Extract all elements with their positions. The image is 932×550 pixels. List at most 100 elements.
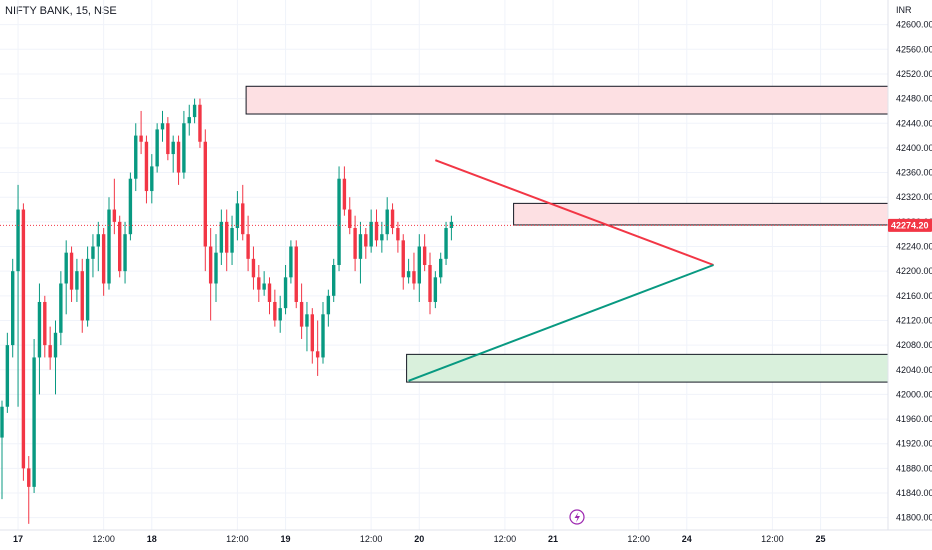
- candle-body: [5, 345, 10, 407]
- x-tick-label: 12:00: [627, 534, 650, 544]
- x-tick-label: 20: [414, 534, 424, 544]
- resistance-zone[interactable]: [513, 202, 889, 226]
- candle-body: [262, 283, 266, 290]
- candle-body: [374, 221, 379, 241]
- candle-body: [176, 141, 181, 173]
- candle-body: [364, 234, 368, 247]
- candle-body: [278, 308, 282, 321]
- candle-body: [198, 104, 202, 142]
- candle-body: [358, 234, 363, 259]
- symbol-title: NIFTY BANK, 15, NSE: [5, 5, 117, 17]
- candle-body: [75, 271, 79, 290]
- candle-body: [439, 258, 443, 278]
- candle-body: [396, 228, 400, 241]
- candle-body: [225, 221, 229, 253]
- y-tick-label: 42560.00: [896, 44, 932, 54]
- candle-body: [208, 246, 213, 284]
- x-tick-label: 12:00: [92, 534, 115, 544]
- candle-body: [85, 258, 90, 321]
- candle-body: [348, 209, 352, 229]
- candle-body: [406, 271, 411, 278]
- candle-body: [150, 166, 154, 192]
- candle-body: [16, 209, 20, 272]
- candle-body: [187, 117, 191, 124]
- y-tick-label: 41920.00: [896, 439, 932, 449]
- candle-body: [390, 209, 395, 229]
- candle-body: [321, 314, 325, 358]
- y-tick-label: 41880.00: [896, 463, 932, 473]
- candle-body: [337, 178, 341, 265]
- y-tick-label: 42520.00: [896, 69, 932, 79]
- candle-body: [64, 252, 68, 284]
- candle-body: [342, 178, 347, 210]
- candle-body: [128, 178, 133, 235]
- candle-body: [422, 246, 427, 265]
- y-tick-label: 42200.00: [896, 266, 932, 276]
- candle-body: [433, 277, 438, 302]
- candle-body: [139, 135, 143, 142]
- candle-body: [160, 123, 165, 130]
- y-tick-label: 42480.00: [896, 94, 932, 104]
- candle-body: [401, 240, 405, 278]
- candle-body: [283, 277, 288, 309]
- x-tick-label: 21: [548, 534, 558, 544]
- y-tick-label: 41960.00: [896, 414, 932, 424]
- y-tick-label: 42240.00: [896, 242, 932, 252]
- y-axis: 42600.00 42560.00 42520.00 42480.00 42440.00…: [887, 0, 932, 530]
- candle-body: [118, 221, 122, 272]
- x-tick-label: 19: [281, 534, 291, 544]
- trendlines: [408, 159, 714, 382]
- candle-body: [310, 314, 314, 352]
- candle-body: [155, 129, 159, 167]
- candle-body: [21, 209, 26, 469]
- x-tick-label: 17: [13, 534, 23, 544]
- candle-body: [326, 295, 331, 315]
- resistance-zone[interactable]: [245, 85, 889, 115]
- candle-body: [412, 271, 416, 284]
- last-price-tag: 42274.20: [888, 218, 932, 232]
- x-tick-label: 12:00: [226, 534, 249, 544]
- x-axis: 17 12:00 18 12:00 19 12:00 20 12:00 21 12:00 24 12:…: [0, 529, 932, 544]
- candle-body: [230, 228, 234, 253]
- candle-body: [80, 271, 84, 321]
- support-zone[interactable]: [406, 353, 889, 383]
- candle-body: [369, 221, 373, 247]
- y-tick-label: 42440.00: [896, 118, 932, 128]
- candle-body: [267, 283, 272, 302]
- candle-body: [43, 301, 47, 346]
- candle-body: [353, 228, 357, 259]
- candle-body: [69, 252, 74, 290]
- candle-body: [428, 265, 432, 302]
- x-tick-label: 12:00: [761, 534, 784, 544]
- triangle-lower-line[interactable]: [408, 264, 714, 382]
- candle-body: [37, 301, 42, 358]
- candle-body: [59, 283, 63, 333]
- candle-body: [48, 345, 52, 358]
- candle-body: [257, 277, 261, 290]
- last-price-label: 42274.20: [891, 220, 929, 230]
- candle-body: [91, 246, 95, 259]
- candle-body: [385, 209, 389, 235]
- candle-body: [171, 141, 175, 155]
- candle-body: [315, 351, 320, 358]
- candle-body: [32, 357, 36, 487]
- y-tick-label: 42080.00: [896, 340, 932, 350]
- y-tick-label: 42400.00: [896, 143, 932, 153]
- candles: [0, 98, 454, 524]
- y-tick-label: 42360.00: [896, 168, 932, 178]
- x-tick-label: 18: [147, 534, 157, 544]
- candle-body: [107, 209, 111, 284]
- y-tick-label: 42040.00: [896, 365, 932, 375]
- candle-body: [251, 258, 256, 278]
- triangle-upper-line[interactable]: [434, 159, 714, 266]
- candle-body: [214, 252, 218, 284]
- candle-body: [380, 234, 384, 241]
- candle-body: [241, 203, 245, 235]
- candle-body: [96, 234, 100, 247]
- y-tick-label: 42120.00: [896, 315, 932, 325]
- event-lightning-icon[interactable]: [569, 509, 585, 525]
- y-axis-unit: INR: [896, 5, 912, 15]
- candle-body: [444, 228, 448, 259]
- candle-body: [134, 135, 138, 179]
